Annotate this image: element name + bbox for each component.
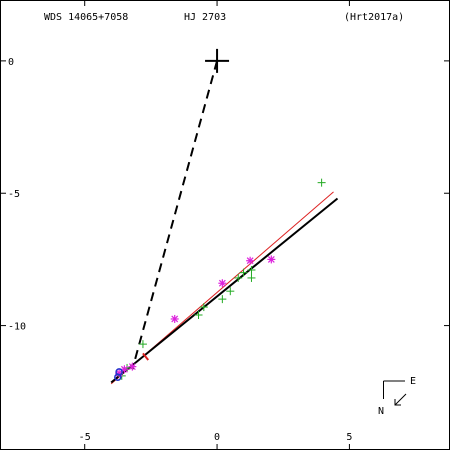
observation-asterisk xyxy=(267,255,276,264)
y-tick-label: 0 xyxy=(8,57,14,68)
observation-plus xyxy=(218,295,227,304)
motion-arrow-head xyxy=(394,399,401,406)
compass-rose: E N xyxy=(378,376,416,417)
observation-marks xyxy=(114,178,326,381)
observation-asterisk xyxy=(246,256,255,265)
observation-plus xyxy=(194,311,203,319)
x-tick-label: -5 xyxy=(79,432,91,443)
observation-plus xyxy=(199,303,208,312)
observation-asterisk xyxy=(128,362,137,371)
compass-east-label: E xyxy=(410,376,416,387)
observation-asterisk xyxy=(170,314,179,323)
y-tick-label: -5 xyxy=(8,189,20,200)
line-of-nodes xyxy=(131,60,219,370)
orbit-reference: (Hrt2017a) xyxy=(344,12,404,23)
observation-plus xyxy=(247,273,256,282)
observation-plus xyxy=(138,340,147,349)
compass-north-label: N xyxy=(378,406,384,417)
primary-star xyxy=(205,48,230,73)
observation-asterisk xyxy=(218,279,227,288)
observation-plus xyxy=(234,273,243,282)
discoverer-designation: HJ 2703 xyxy=(184,12,226,23)
observation-circle xyxy=(114,373,122,381)
observation-plus xyxy=(226,287,235,296)
x-tick-label: 0 xyxy=(214,432,220,443)
periastron-marker xyxy=(142,352,150,361)
orbit-line xyxy=(110,197,339,384)
observation-plus xyxy=(317,178,326,187)
observation-plus xyxy=(239,268,248,277)
y-tick-label: -10 xyxy=(8,322,26,333)
wds-identifier: WDS 14065+7058 xyxy=(44,12,128,23)
motion-arrow-shaft xyxy=(394,393,407,406)
x-tick-label: 5 xyxy=(346,432,352,443)
observation-plus xyxy=(247,266,256,274)
orbit-lines xyxy=(110,48,339,385)
